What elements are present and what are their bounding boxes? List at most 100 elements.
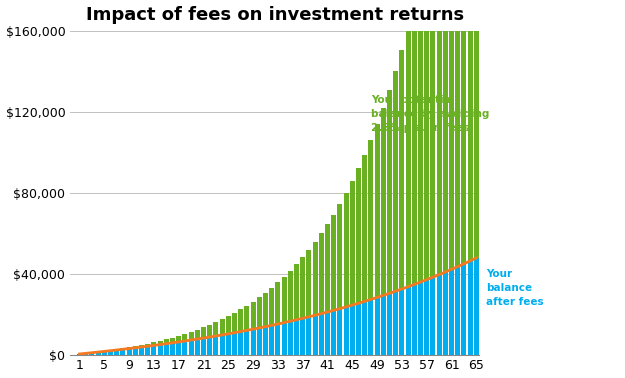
Bar <box>244 305 249 330</box>
Bar <box>381 108 386 295</box>
Bar <box>139 345 144 347</box>
Bar <box>325 224 330 312</box>
Bar <box>219 319 224 335</box>
Bar <box>158 345 162 355</box>
Bar <box>219 335 224 355</box>
Bar <box>102 352 107 355</box>
Bar <box>331 310 336 355</box>
Bar <box>189 340 194 355</box>
Bar <box>319 314 324 355</box>
Bar <box>158 341 162 345</box>
Bar <box>338 308 342 355</box>
Bar <box>374 297 379 355</box>
Text: Your
balance
after fees: Your balance after fees <box>486 269 543 307</box>
Bar <box>269 288 274 325</box>
Bar <box>108 350 113 351</box>
Bar <box>338 204 342 308</box>
Bar <box>127 347 132 349</box>
Bar <box>319 233 324 314</box>
Bar <box>238 309 243 332</box>
Bar <box>257 328 262 355</box>
Bar <box>474 0 479 258</box>
Bar <box>350 181 355 305</box>
Bar <box>182 334 188 341</box>
Bar <box>164 339 169 344</box>
Bar <box>356 168 361 303</box>
Bar <box>263 327 268 355</box>
Bar <box>151 345 156 355</box>
Title: Impact of fees on investment returns: Impact of fees on investment returns <box>86 6 464 23</box>
Bar <box>251 302 256 329</box>
Bar <box>418 0 423 282</box>
Bar <box>269 325 274 355</box>
Bar <box>282 277 287 323</box>
Bar <box>306 250 311 317</box>
Bar <box>276 282 281 324</box>
Bar <box>164 344 169 355</box>
Bar <box>176 342 181 355</box>
Bar <box>114 350 119 355</box>
Bar <box>145 346 150 355</box>
Bar <box>437 274 442 355</box>
Bar <box>132 348 138 355</box>
Bar <box>443 272 448 355</box>
Bar <box>151 342 156 345</box>
Bar <box>288 271 292 321</box>
Bar <box>461 0 466 264</box>
Bar <box>238 332 243 355</box>
Bar <box>282 323 287 355</box>
Bar <box>232 313 237 333</box>
Bar <box>455 266 460 355</box>
Bar <box>189 332 194 340</box>
Bar <box>325 312 330 355</box>
Bar <box>182 341 188 355</box>
Bar <box>306 317 311 355</box>
Bar <box>300 257 305 318</box>
Bar <box>312 242 318 315</box>
Bar <box>89 353 94 355</box>
Bar <box>449 269 454 355</box>
Bar <box>369 140 373 299</box>
Bar <box>145 344 150 346</box>
Bar <box>474 258 479 355</box>
Bar <box>213 322 218 336</box>
Bar <box>412 284 417 355</box>
Bar <box>201 338 206 355</box>
Bar <box>437 0 442 274</box>
Bar <box>83 353 88 355</box>
Bar <box>176 336 181 342</box>
Bar <box>449 0 454 269</box>
Bar <box>362 155 368 301</box>
Bar <box>232 333 237 355</box>
Bar <box>424 280 429 355</box>
Bar <box>412 5 417 284</box>
Bar <box>443 0 448 272</box>
Bar <box>132 346 138 348</box>
Bar <box>374 124 379 297</box>
Bar <box>114 349 119 350</box>
Bar <box>431 277 436 355</box>
Bar <box>369 299 373 355</box>
Bar <box>461 264 466 355</box>
Text: Your potential
balance by avoiding
2.5% p.a. in fees: Your potential balance by avoiding 2.5% … <box>371 96 489 133</box>
Bar <box>468 261 472 355</box>
Bar <box>251 329 256 355</box>
Bar <box>362 301 368 355</box>
Bar <box>139 347 144 355</box>
Bar <box>121 349 126 355</box>
Bar <box>244 330 249 355</box>
Bar <box>170 343 175 355</box>
Bar <box>108 351 113 355</box>
Bar <box>381 295 386 355</box>
Bar <box>226 316 231 334</box>
Bar <box>399 289 404 355</box>
Bar <box>208 325 212 337</box>
Bar <box>344 307 349 355</box>
Bar <box>294 320 299 355</box>
Bar <box>276 324 281 355</box>
Bar <box>195 339 200 355</box>
Bar <box>201 327 206 338</box>
Bar <box>127 349 132 355</box>
Bar <box>77 354 82 355</box>
Bar <box>431 0 436 277</box>
